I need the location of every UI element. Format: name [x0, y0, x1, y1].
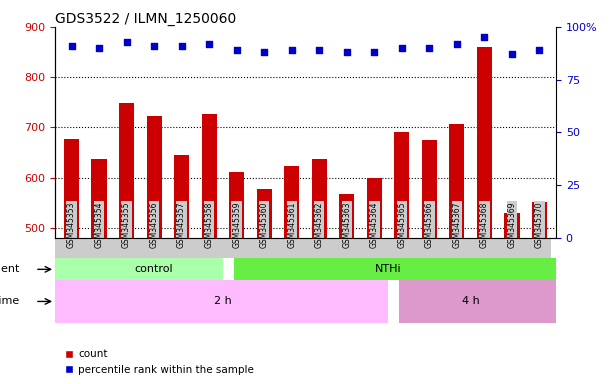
Text: GSM345356: GSM345356	[150, 202, 159, 248]
Point	[122, 39, 131, 45]
Text: GSM345366: GSM345366	[425, 202, 434, 248]
Bar	[284, 166, 299, 384]
Point	[287, 47, 296, 53]
Text: GSM345363: GSM345363	[342, 202, 351, 248]
Text: GSM345370: GSM345370	[535, 202, 544, 248]
Bar	[55, 280, 388, 323]
Text: GSM345360: GSM345360	[260, 202, 269, 248]
Bar	[399, 280, 584, 323]
Bar	[422, 139, 437, 384]
Point	[67, 43, 76, 49]
Text: 4 h: 4 h	[462, 296, 480, 306]
Text: GSM345367: GSM345367	[452, 202, 461, 248]
Text: GSM345361: GSM345361	[287, 202, 296, 248]
Bar	[449, 124, 464, 384]
Text: GSM345357: GSM345357	[177, 202, 186, 248]
Text: NTHi: NTHi	[375, 264, 401, 274]
Point	[507, 51, 517, 58]
Bar	[234, 258, 584, 280]
Bar	[64, 139, 79, 384]
Point	[425, 45, 434, 51]
Point	[342, 49, 352, 55]
Point	[94, 45, 104, 51]
Text: GSM345353: GSM345353	[67, 202, 76, 248]
Bar	[367, 178, 382, 384]
Bar	[477, 47, 492, 384]
Text: GSM345354: GSM345354	[95, 202, 103, 248]
Text: time: time	[0, 296, 20, 306]
Text: GSM345355: GSM345355	[122, 202, 131, 248]
Point	[452, 41, 462, 47]
Bar	[257, 189, 272, 384]
Text: GSM345358: GSM345358	[205, 202, 214, 248]
Point	[149, 43, 159, 49]
Point	[315, 47, 324, 53]
Bar	[229, 172, 244, 384]
Bar	[312, 159, 327, 384]
Text: GSM345362: GSM345362	[315, 202, 324, 248]
Legend: count, percentile rank within the sample: count, percentile rank within the sample	[60, 345, 258, 379]
Bar	[55, 258, 223, 280]
Bar	[394, 132, 409, 384]
Bar	[147, 116, 162, 384]
Point	[480, 34, 489, 40]
Point	[232, 47, 241, 53]
Text: 2 h: 2 h	[214, 296, 232, 306]
Text: GDS3522 / ILMN_1250060: GDS3522 / ILMN_1250060	[55, 12, 236, 26]
Text: GSM345359: GSM345359	[232, 202, 241, 248]
Text: GSM345365: GSM345365	[397, 202, 406, 248]
Bar	[92, 159, 106, 384]
Bar	[532, 202, 547, 384]
Bar	[119, 103, 134, 384]
Bar	[55, 238, 551, 258]
Point	[177, 43, 186, 49]
Bar	[505, 213, 519, 384]
Point	[370, 49, 379, 55]
Bar	[202, 114, 217, 384]
Text: GSM345368: GSM345368	[480, 202, 489, 248]
Text: agent: agent	[0, 264, 20, 274]
Point	[397, 45, 407, 51]
Bar	[174, 155, 189, 384]
Bar	[339, 194, 354, 384]
Point	[535, 47, 544, 53]
Text: control: control	[135, 264, 174, 274]
Point	[259, 49, 269, 55]
Point	[204, 41, 214, 47]
Text: GSM345369: GSM345369	[508, 202, 516, 248]
Text: GSM345364: GSM345364	[370, 202, 379, 248]
